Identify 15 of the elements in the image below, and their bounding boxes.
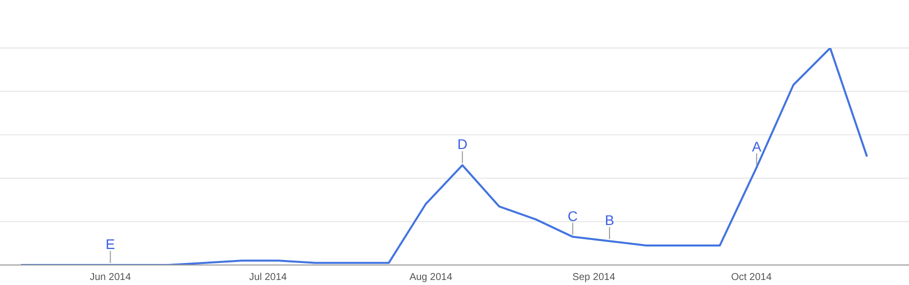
annotation: D <box>457 136 468 152</box>
annotation: E <box>106 236 116 252</box>
annotation-flag: B <box>604 212 614 240</box>
annotation: B <box>604 212 614 228</box>
annotation-flag: D <box>457 136 468 164</box>
x-tick-label: Jul 2014 <box>249 272 288 284</box>
x-tick-label: Sep 2014 <box>572 272 616 284</box>
x-tick-label: Jun 2014 <box>90 272 132 284</box>
annotation-flag: C <box>568 208 578 236</box>
x-tick-label: Oct 2014 <box>731 272 772 284</box>
annotation: A <box>752 138 762 154</box>
annotation-flag: E <box>106 236 116 264</box>
annotation-flag: A <box>752 138 762 166</box>
annotation: C <box>568 208 578 224</box>
x-tick-label: Aug 2014 <box>409 272 453 284</box>
